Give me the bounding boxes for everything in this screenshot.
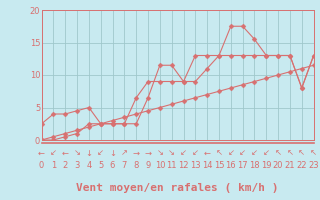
- Text: 13: 13: [190, 160, 201, 170]
- Text: 0: 0: [39, 160, 44, 170]
- Text: 18: 18: [249, 160, 260, 170]
- Text: 2: 2: [63, 160, 68, 170]
- Text: 21: 21: [285, 160, 295, 170]
- Text: ↘: ↘: [74, 148, 81, 158]
- Text: ↙: ↙: [263, 148, 270, 158]
- Text: 15: 15: [214, 160, 224, 170]
- Text: 6: 6: [110, 160, 115, 170]
- Text: ↙: ↙: [50, 148, 57, 158]
- Text: 4: 4: [86, 160, 92, 170]
- Text: ←: ←: [62, 148, 69, 158]
- Text: 5: 5: [98, 160, 103, 170]
- Text: 7: 7: [122, 160, 127, 170]
- Text: →: →: [145, 148, 152, 158]
- Text: 11: 11: [166, 160, 177, 170]
- Text: ↖: ↖: [298, 148, 305, 158]
- Text: ←: ←: [204, 148, 211, 158]
- Text: ↖: ↖: [275, 148, 282, 158]
- Text: 19: 19: [261, 160, 272, 170]
- Text: ↓: ↓: [85, 148, 92, 158]
- Text: 23: 23: [308, 160, 319, 170]
- Text: ←: ←: [38, 148, 45, 158]
- Text: 20: 20: [273, 160, 284, 170]
- Text: 1: 1: [51, 160, 56, 170]
- Text: 12: 12: [178, 160, 189, 170]
- Text: ↘: ↘: [156, 148, 164, 158]
- Text: Vent moyen/en rafales ( km/h ): Vent moyen/en rafales ( km/h ): [76, 183, 279, 193]
- Text: ↙: ↙: [227, 148, 234, 158]
- Text: ↙: ↙: [239, 148, 246, 158]
- Text: 8: 8: [133, 160, 139, 170]
- Text: 9: 9: [145, 160, 151, 170]
- Text: ↖: ↖: [215, 148, 222, 158]
- Text: ↖: ↖: [310, 148, 317, 158]
- Text: ↓: ↓: [109, 148, 116, 158]
- Text: 3: 3: [74, 160, 80, 170]
- Text: 10: 10: [155, 160, 165, 170]
- Text: ↙: ↙: [180, 148, 187, 158]
- Text: 16: 16: [226, 160, 236, 170]
- Text: ↖: ↖: [286, 148, 293, 158]
- Text: ↙: ↙: [97, 148, 104, 158]
- Text: ↙: ↙: [192, 148, 199, 158]
- Text: 22: 22: [297, 160, 307, 170]
- Text: 14: 14: [202, 160, 212, 170]
- Text: ↙: ↙: [251, 148, 258, 158]
- Text: ↘: ↘: [168, 148, 175, 158]
- Text: 17: 17: [237, 160, 248, 170]
- Text: ↗: ↗: [121, 148, 128, 158]
- Text: →: →: [133, 148, 140, 158]
